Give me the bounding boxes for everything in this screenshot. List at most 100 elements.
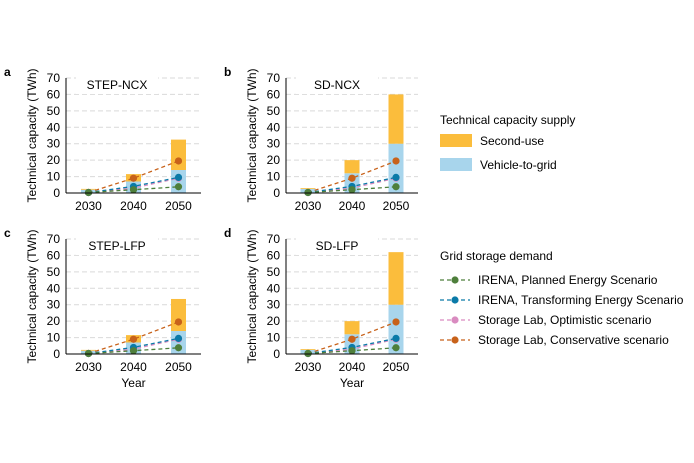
point-storage_conservative (129, 174, 138, 182)
line-storage_conservative (307, 160, 397, 194)
y-tick-label: 40 (47, 281, 61, 295)
legend-swatch-second_use (440, 134, 472, 147)
legend-marker-storage_optimistic (451, 316, 459, 324)
point-storage_conservative (348, 335, 356, 343)
x-tick-label: 2040 (120, 199, 147, 213)
point-irena_planned (348, 347, 356, 355)
y-tick-label: 50 (47, 265, 61, 279)
bar-second-use (171, 298, 186, 331)
point-storage_conservative (348, 174, 356, 182)
y-tick-label: 30 (47, 137, 61, 151)
y-axis-title: Technical capacity (TWh) (25, 68, 39, 202)
x-axis-title: Year (121, 376, 145, 390)
bar-second-use (171, 139, 186, 170)
point-irena_planned (129, 347, 138, 355)
y-tick-label: 0 (53, 186, 60, 200)
bar-second-use (300, 188, 316, 189)
y-tick-label: 70 (267, 71, 281, 85)
panel-letter: c (4, 226, 11, 240)
y-tick-label: 70 (47, 71, 61, 85)
y-tick-label: 10 (47, 170, 61, 184)
legend-marker-storage_conservative (451, 336, 459, 344)
y-tick-label: 60 (47, 87, 61, 101)
bar-second-use (300, 349, 316, 350)
bar-second-use (344, 160, 360, 174)
legend-supply-title: Technical capacity supply (440, 113, 575, 127)
point-storage_conservative (129, 335, 138, 343)
point-irena_transforming (174, 173, 183, 181)
legend-label: Second-use (480, 134, 544, 148)
panel-title-box (76, 76, 158, 94)
x-tick-label: 2040 (339, 199, 366, 213)
y-tick-label: 0 (273, 347, 280, 361)
legend-marker-irena_planned (451, 276, 459, 284)
x-tick-label: 2050 (383, 360, 410, 374)
y-tick-label: 40 (47, 120, 61, 134)
bar-second-use (388, 252, 404, 305)
panel-letter: a (4, 65, 11, 79)
y-tick-label: 20 (267, 153, 281, 167)
y-tick-label: 50 (267, 265, 281, 279)
point-storage_conservative (392, 157, 400, 165)
line-storage_conservative (88, 321, 179, 355)
x-tick-label: 2050 (165, 199, 192, 213)
legend-label: Storage Lab, Optimistic scenario (478, 313, 652, 327)
y-tick-label: 10 (47, 331, 61, 345)
x-tick-label: 2050 (165, 360, 192, 374)
point-irena_planned (392, 183, 400, 191)
y-tick-label: 40 (267, 120, 281, 134)
panel-title-box (296, 76, 378, 94)
y-tick-label: 60 (267, 87, 281, 101)
x-tick-label: 2050 (383, 199, 410, 213)
panel-title: STEP-NCX (87, 78, 148, 92)
point-storage_conservative (174, 318, 183, 326)
legend-demand-title: Grid storage demand (440, 249, 553, 263)
point-irena_planned (129, 186, 138, 194)
x-tick-label: 2030 (75, 360, 102, 374)
x-tick-label: 2030 (75, 199, 102, 213)
y-tick-label: 0 (273, 186, 280, 200)
point-irena_transforming (392, 334, 400, 342)
y-axis-title: Technical capacity (TWh) (245, 68, 259, 202)
point-storage_conservative (174, 157, 183, 165)
legend-label: Storage Lab, Conservative scenario (478, 333, 669, 347)
legend-swatch-v2g (440, 158, 472, 171)
panel-title: STEP-LFP (88, 239, 145, 253)
legend-marker-irena_transforming (451, 296, 459, 304)
point-irena_planned (392, 344, 400, 352)
bar-second-use (388, 94, 404, 144)
y-tick-label: 50 (47, 104, 61, 118)
line-storage_conservative (88, 160, 179, 194)
legend-label: IRENA, Planned Energy Scenario (478, 273, 658, 287)
point-storage_conservative (392, 318, 400, 326)
x-tick-label: 2040 (339, 360, 366, 374)
x-tick-label: 2030 (295, 360, 322, 374)
x-tick-label: 2030 (295, 199, 322, 213)
y-axis-title: Technical capacity (TWh) (245, 229, 259, 363)
y-tick-label: 30 (47, 298, 61, 312)
bar-vehicle-to-grid (388, 304, 404, 354)
panel-title: SD-NCX (314, 78, 360, 92)
bar-second-use (344, 321, 360, 335)
y-tick-label: 10 (267, 331, 281, 345)
point-irena_planned (348, 186, 356, 194)
panel-letter: b (224, 65, 231, 79)
y-tick-label: 60 (47, 248, 61, 262)
x-axis-title: Year (340, 376, 364, 390)
y-tick-label: 30 (267, 137, 281, 151)
legend-label: IRENA, Transforming Energy Scenario (478, 293, 684, 307)
panel-title-box (296, 237, 378, 255)
panel-title-box (76, 237, 158, 255)
y-tick-label: 30 (267, 298, 281, 312)
y-tick-label: 40 (267, 281, 281, 295)
y-axis-title: Technical capacity (TWh) (25, 229, 39, 363)
x-tick-label: 2040 (120, 360, 147, 374)
y-tick-label: 70 (267, 232, 281, 246)
panel-title: SD-LFP (316, 239, 359, 253)
y-tick-label: 10 (267, 170, 281, 184)
